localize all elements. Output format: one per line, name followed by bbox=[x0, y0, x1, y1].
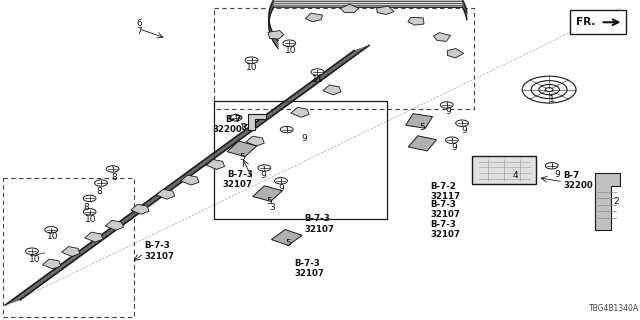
Polygon shape bbox=[42, 259, 61, 269]
Circle shape bbox=[545, 163, 558, 169]
Polygon shape bbox=[156, 189, 175, 199]
Circle shape bbox=[456, 120, 468, 126]
Circle shape bbox=[258, 165, 271, 171]
Polygon shape bbox=[305, 13, 323, 22]
Text: 9: 9 bbox=[462, 126, 467, 135]
Text: 3: 3 bbox=[270, 204, 275, 212]
Polygon shape bbox=[268, 30, 284, 39]
Bar bbox=[3, 178, 134, 317]
Text: 5: 5 bbox=[239, 153, 244, 162]
Text: 10: 10 bbox=[47, 232, 58, 241]
Text: B-7-3
32107: B-7-3 32107 bbox=[294, 259, 324, 278]
Polygon shape bbox=[248, 114, 266, 130]
Polygon shape bbox=[271, 229, 302, 245]
Text: 10: 10 bbox=[29, 255, 41, 264]
Polygon shape bbox=[340, 4, 359, 12]
Circle shape bbox=[83, 209, 96, 215]
Text: 9: 9 bbox=[260, 171, 266, 180]
Polygon shape bbox=[206, 159, 225, 169]
Polygon shape bbox=[61, 246, 80, 256]
Polygon shape bbox=[447, 49, 463, 58]
Text: FR.: FR. bbox=[576, 17, 595, 27]
Circle shape bbox=[83, 195, 96, 202]
Circle shape bbox=[445, 137, 458, 143]
Text: 10: 10 bbox=[246, 63, 257, 72]
Text: TBG4B1340A: TBG4B1340A bbox=[589, 304, 639, 313]
Circle shape bbox=[45, 227, 58, 233]
Text: 9: 9 bbox=[445, 108, 451, 116]
Text: B-7-2
32117: B-7-2 32117 bbox=[430, 182, 460, 201]
Text: 1: 1 bbox=[549, 95, 554, 104]
Circle shape bbox=[245, 57, 258, 63]
Bar bbox=[570, 10, 626, 34]
Text: 8: 8 bbox=[84, 203, 89, 212]
Text: 7: 7 bbox=[136, 27, 141, 36]
Text: 9: 9 bbox=[554, 170, 559, 179]
Text: 8: 8 bbox=[111, 173, 116, 182]
Polygon shape bbox=[406, 114, 433, 128]
Text: 8: 8 bbox=[241, 123, 246, 132]
Polygon shape bbox=[433, 33, 451, 41]
Text: B-7-3
32107: B-7-3 32107 bbox=[430, 200, 460, 219]
Circle shape bbox=[229, 115, 242, 121]
Circle shape bbox=[275, 178, 287, 184]
Text: B-7-3
32107: B-7-3 32107 bbox=[144, 242, 174, 261]
Polygon shape bbox=[131, 204, 149, 214]
Polygon shape bbox=[227, 141, 257, 156]
Polygon shape bbox=[291, 107, 309, 117]
Circle shape bbox=[311, 69, 324, 75]
Polygon shape bbox=[246, 136, 264, 146]
Text: 10: 10 bbox=[85, 215, 97, 224]
Text: 2: 2 bbox=[613, 197, 618, 206]
Circle shape bbox=[280, 126, 293, 133]
Text: B-7-3
32107: B-7-3 32107 bbox=[304, 214, 334, 234]
Text: B-7-3
32107: B-7-3 32107 bbox=[430, 220, 460, 239]
Circle shape bbox=[440, 102, 453, 108]
Polygon shape bbox=[84, 232, 103, 242]
Text: 5: 5 bbox=[420, 124, 425, 132]
Polygon shape bbox=[323, 85, 341, 95]
Bar bbox=[214, 101, 387, 219]
Text: 9: 9 bbox=[301, 134, 307, 143]
Text: 6: 6 bbox=[136, 19, 141, 28]
Text: B-7
32200: B-7 32200 bbox=[212, 115, 242, 134]
Polygon shape bbox=[376, 6, 394, 14]
Text: 9: 9 bbox=[452, 143, 457, 152]
Text: B-7
32200: B-7 32200 bbox=[563, 171, 593, 190]
Circle shape bbox=[95, 180, 108, 186]
Circle shape bbox=[26, 248, 38, 254]
Circle shape bbox=[283, 40, 296, 46]
Polygon shape bbox=[408, 17, 424, 25]
Polygon shape bbox=[408, 136, 436, 151]
Polygon shape bbox=[105, 220, 124, 230]
Text: 9: 9 bbox=[279, 184, 284, 193]
Circle shape bbox=[106, 166, 119, 172]
Polygon shape bbox=[253, 186, 282, 201]
Text: 8: 8 bbox=[97, 188, 102, 196]
Bar bbox=[472, 156, 536, 184]
Text: 4: 4 bbox=[513, 172, 518, 180]
Text: 5: 5 bbox=[266, 197, 271, 206]
Text: B-7-3
32107: B-7-3 32107 bbox=[223, 170, 253, 189]
Text: 10: 10 bbox=[285, 46, 297, 55]
Text: 5: 5 bbox=[285, 239, 291, 248]
Polygon shape bbox=[180, 175, 199, 185]
Bar bbox=[214, 8, 474, 109]
Polygon shape bbox=[595, 173, 620, 230]
Text: 11: 11 bbox=[312, 75, 324, 84]
